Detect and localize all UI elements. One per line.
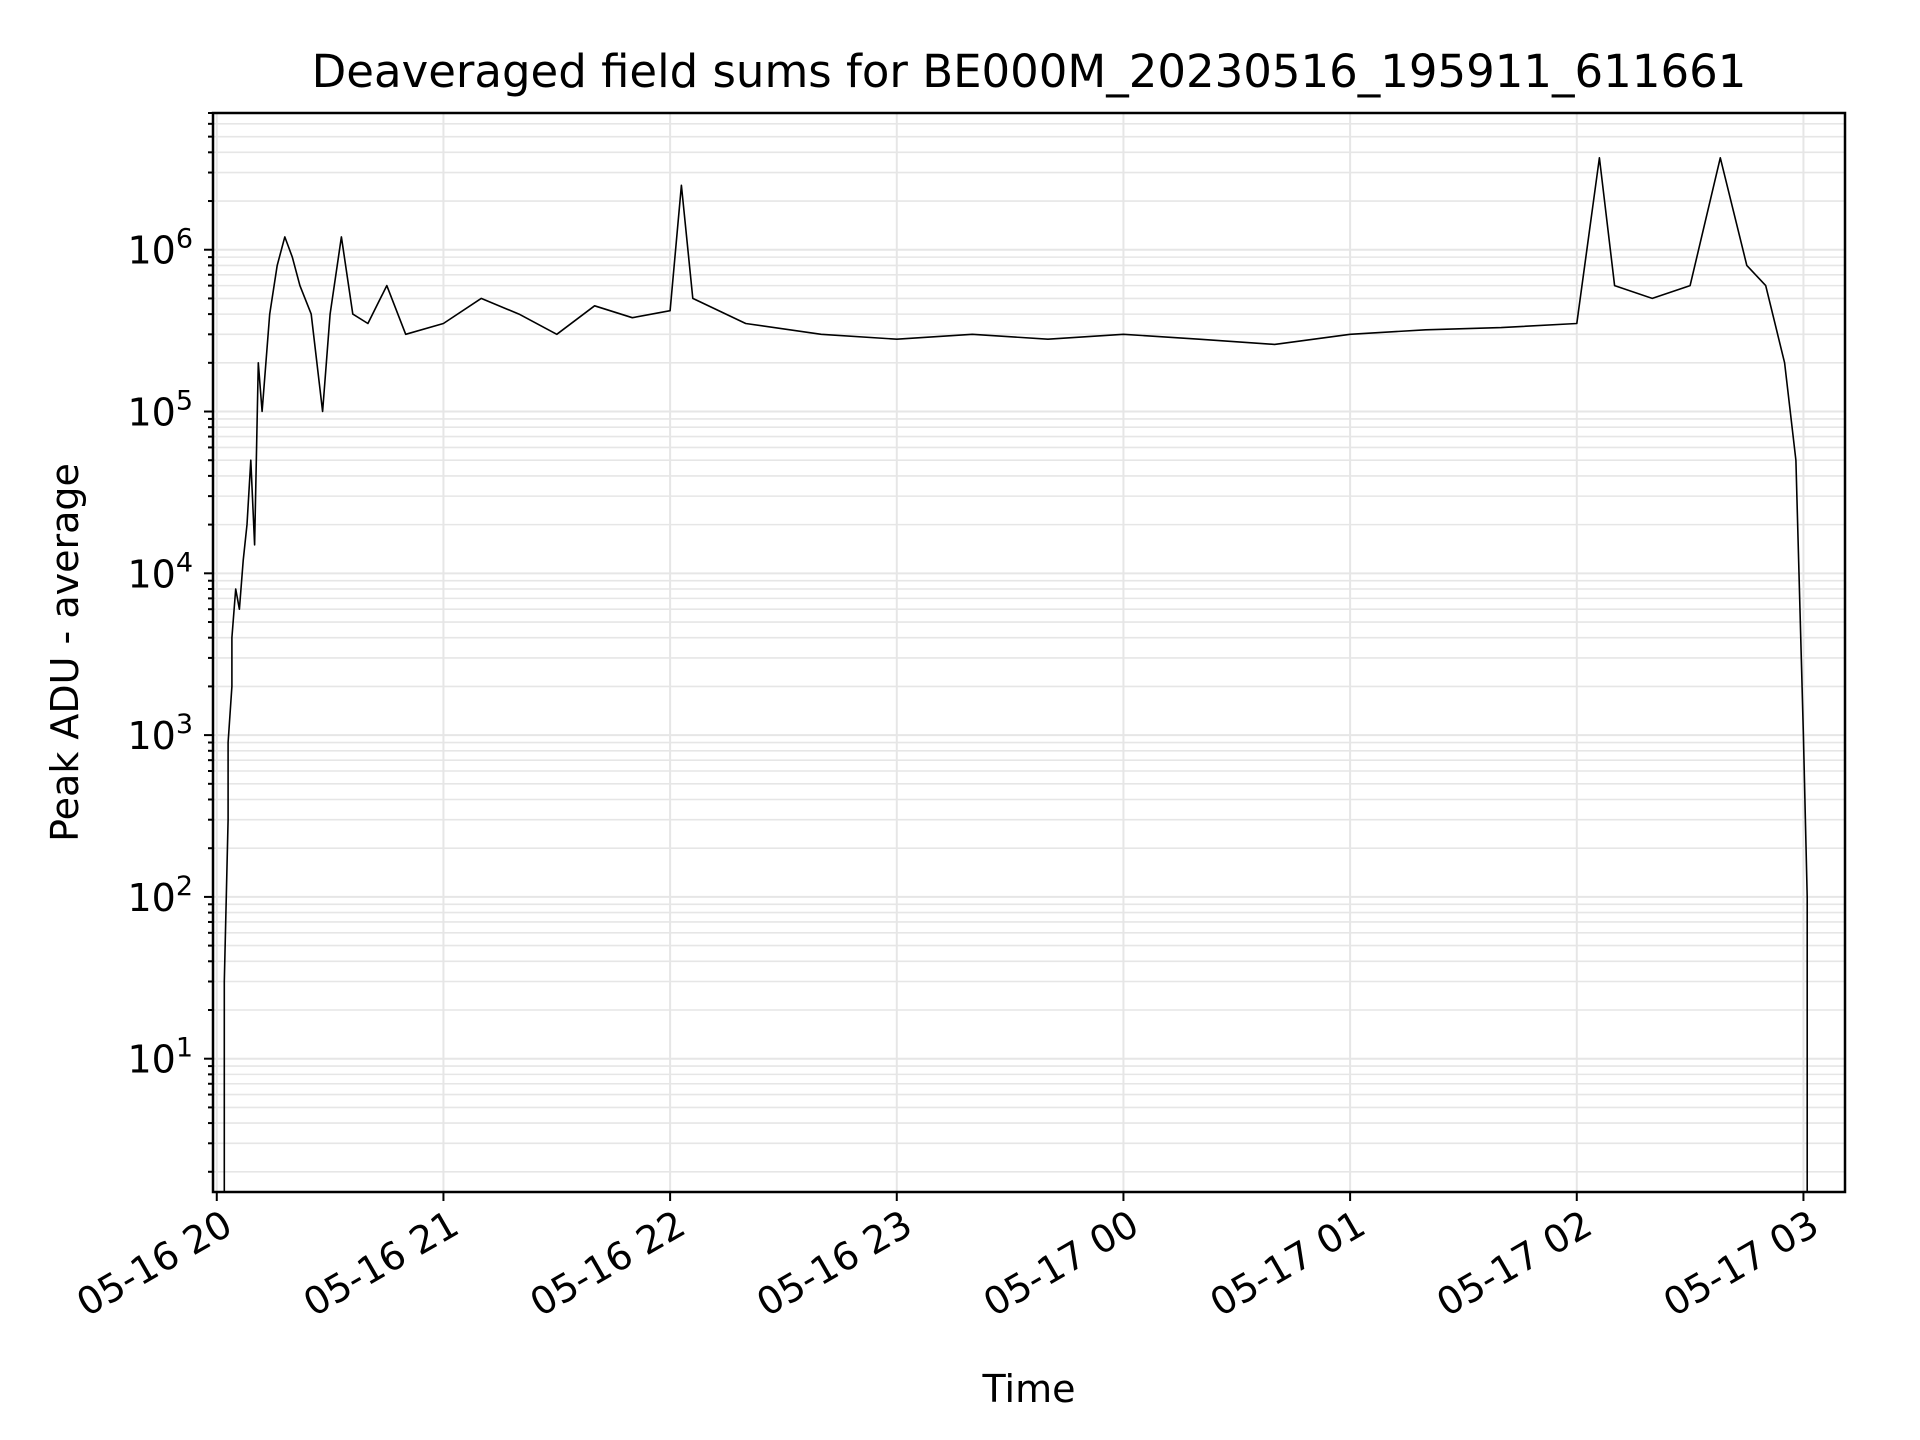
y-axis-label: Peak ADU - average (43, 463, 87, 842)
series-layer (223, 157, 1808, 1192)
grid (213, 112, 1845, 1192)
y-tick-label: 103 (127, 709, 193, 758)
series-line (223, 157, 1808, 1192)
x-axis-label: Time (982, 1367, 1076, 1411)
y-tick-label: 105 (127, 386, 193, 435)
y-tick-label: 102 (127, 871, 193, 920)
y-tick-label: 104 (127, 547, 193, 596)
y-tick-label: 101 (127, 1033, 193, 1082)
y-tick-label: 106 (127, 224, 193, 273)
plot-frame (211, 111, 1847, 1194)
chart-title: Deaveraged field sums for BE000M_2023051… (312, 45, 1747, 98)
